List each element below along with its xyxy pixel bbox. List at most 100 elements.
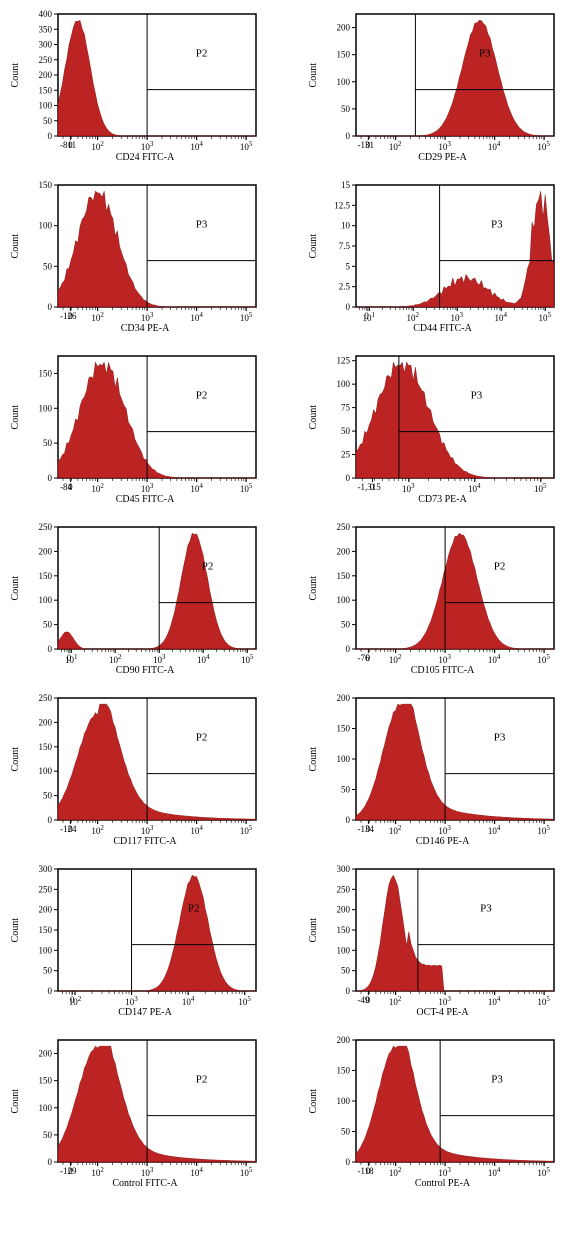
svg-text:P2: P2 (188, 903, 200, 915)
plot-area: 050100150200250300350400P2 (30, 10, 260, 140)
x-axis-label: CD44 FITC-A (328, 323, 558, 334)
svg-text:200: 200 (336, 694, 350, 703)
svg-text:50: 50 (341, 966, 351, 976)
x-tick-labels: -840102103104105 (30, 482, 260, 494)
svg-text:P3: P3 (478, 48, 490, 60)
flow-panel: Count050100150P3-1260102103104105CD34 PE… (10, 181, 268, 334)
svg-text:100: 100 (336, 77, 350, 87)
svg-text:150: 150 (39, 85, 53, 95)
svg-text:300: 300 (39, 40, 53, 50)
svg-text:200: 200 (336, 1036, 350, 1045)
svg-text:50: 50 (341, 104, 351, 114)
y-axis-label: Count (308, 576, 328, 600)
svg-text:0: 0 (345, 473, 350, 482)
svg-text:50: 50 (341, 620, 351, 630)
svg-text:100: 100 (39, 945, 53, 955)
x-axis-label: CD34 PE-A (30, 323, 260, 334)
svg-text:250: 250 (39, 55, 53, 65)
svg-text:150: 150 (39, 742, 53, 752)
svg-text:200: 200 (39, 546, 53, 556)
x-axis-label: CD146 PE-A (328, 836, 558, 847)
svg-text:50: 50 (43, 620, 53, 630)
svg-text:150: 150 (336, 50, 350, 60)
plot-area: 050100150200250P2 (30, 523, 260, 653)
svg-text:150: 150 (336, 571, 350, 581)
svg-text:15: 15 (341, 181, 351, 190)
plot-area: 050100150P3 (30, 181, 260, 311)
svg-text:5: 5 (345, 261, 350, 271)
svg-text:100: 100 (39, 101, 53, 111)
plot-area: 050100150200250300P3 (328, 865, 558, 995)
svg-text:250: 250 (336, 884, 350, 894)
svg-text:50: 50 (43, 261, 53, 271)
svg-text:125: 125 (336, 356, 350, 366)
svg-text:75: 75 (341, 403, 351, 413)
svg-text:200: 200 (39, 1049, 53, 1059)
y-axis-label: Count (308, 918, 328, 942)
svg-text:P2: P2 (202, 561, 214, 573)
x-tick-labels: -1290102103104105 (30, 1166, 260, 1178)
flow-panel: Count0255075100125P3-1,3150103104105CD73… (308, 352, 566, 505)
svg-text:0: 0 (345, 1157, 350, 1166)
svg-text:250: 250 (39, 694, 53, 703)
plot-area: 050100150200250300P2 (30, 865, 260, 995)
flow-panel: Count050100150200250P2-760102103104105CD… (308, 523, 566, 676)
y-axis-label: Count (10, 63, 30, 87)
svg-text:0: 0 (345, 302, 350, 311)
x-axis-label: OCT-4 PE-A (328, 1007, 558, 1018)
x-tick-labels: -1180102103104105 (328, 1166, 558, 1178)
svg-text:100: 100 (336, 1096, 350, 1106)
x-axis-label: Control FITC-A (30, 1178, 260, 1189)
x-axis-label: CD45 FITC-A (30, 494, 260, 505)
plot-area: 0255075100125P3 (328, 352, 558, 482)
y-axis-label: Count (10, 405, 30, 429)
svg-text:P2: P2 (196, 732, 208, 744)
svg-text:150: 150 (39, 1076, 53, 1086)
svg-text:150: 150 (336, 925, 350, 935)
plot-area: 050100150200250P2 (328, 523, 558, 653)
svg-text:100: 100 (39, 1103, 53, 1113)
svg-text:100: 100 (336, 379, 350, 389)
x-axis-label: CD29 PE-A (328, 152, 558, 163)
svg-text:P3: P3 (491, 1074, 503, 1086)
svg-text:250: 250 (39, 523, 53, 532)
svg-text:100: 100 (39, 595, 53, 605)
svg-text:300: 300 (39, 865, 53, 874)
svg-text:0: 0 (48, 644, 53, 653)
plot-area: 050100150P2 (30, 352, 260, 482)
svg-text:100: 100 (39, 766, 53, 776)
svg-text:P2: P2 (196, 48, 208, 60)
svg-text:0: 0 (48, 1157, 53, 1166)
svg-text:150: 150 (39, 925, 53, 935)
svg-text:P3: P3 (493, 732, 505, 744)
svg-text:150: 150 (336, 1066, 350, 1076)
svg-text:50: 50 (43, 438, 53, 448)
svg-text:0: 0 (345, 131, 350, 140)
svg-text:P2: P2 (493, 561, 505, 573)
flow-panel: Count02.557.51012.515P30101102103104105C… (308, 181, 566, 334)
x-tick-labels: -760102103104105 (328, 653, 558, 665)
svg-text:0: 0 (48, 986, 53, 995)
x-axis-label: CD90 FITC-A (30, 665, 260, 676)
svg-text:200: 200 (336, 905, 350, 915)
plot-area: 050100150200P3 (328, 694, 558, 824)
flow-panel: Count050100150200250300P3-49010210310410… (308, 865, 566, 1018)
svg-text:0: 0 (48, 815, 53, 824)
flow-panel: Count050100150200P2-1290102103104105Cont… (10, 1036, 268, 1189)
svg-text:100: 100 (39, 221, 53, 231)
svg-text:50: 50 (341, 1127, 351, 1137)
x-tick-labels: -8110102103104105 (30, 140, 260, 152)
svg-text:25: 25 (341, 450, 351, 460)
flow-panel: Count050100150200P3-1180102103104105Cont… (308, 1036, 566, 1189)
svg-text:100: 100 (336, 945, 350, 955)
svg-text:350: 350 (39, 24, 53, 34)
svg-text:12.5: 12.5 (334, 200, 350, 210)
svg-text:7.5: 7.5 (338, 241, 350, 251)
svg-text:150: 150 (39, 181, 53, 190)
x-tick-labels: -1260102103104105 (30, 311, 260, 323)
flow-panel: Count050100150200250300P20102103104105CD… (10, 865, 268, 1018)
x-tick-labels: -1240102103104105 (30, 824, 260, 836)
svg-text:P3: P3 (490, 219, 502, 231)
plot-area: 0 50 100 150 200 P3 (328, 1036, 558, 1166)
svg-text:0: 0 (48, 131, 53, 140)
